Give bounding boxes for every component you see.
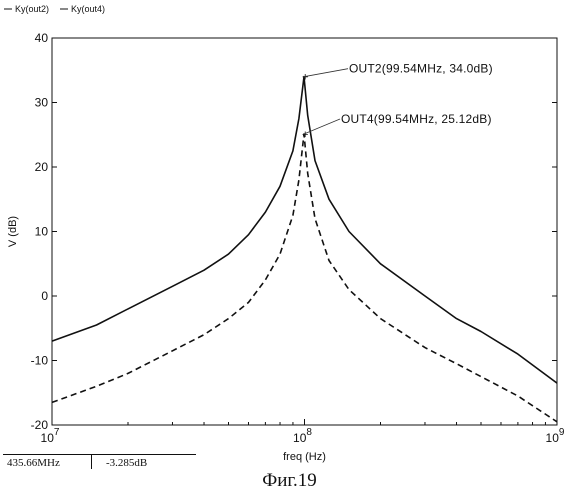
marker-plus: + [302,129,308,141]
cursor-frequency-readout: 435.66MHz [3,454,92,469]
y-tick-label: 40 [35,31,49,45]
x-tick-exponent: 7 [54,427,60,438]
series-line-ky-out4- [52,134,557,422]
annotation-label: OUT4(99.54MHz, 25.12dB) [341,112,492,126]
y-axis-title: V (dB) [7,216,19,247]
x-axis: 107108109 [41,419,565,445]
annotations: + OUT2(99.54MHz, 34.0dB) + OUT4(99.54MHz, 2… [302,62,493,141]
x-tick-label: 109 [546,427,565,445]
x-tick-exponent: 9 [559,427,565,438]
x-axis-title: freq (Hz) [283,451,326,463]
marker-plus: + [302,72,308,84]
y-tick-label: -20 [31,418,49,432]
plot-frame [52,38,557,425]
legend-label: Ky(out4) [71,4,105,14]
y-axis: 40 30 20 10 0 -10 -20 [31,31,557,432]
cursor-level-readout: -3.285dB [88,454,196,469]
x-tick-label: 108 [293,427,312,445]
y-tick-label: 0 [41,289,48,303]
legend: Ky(out2) Ky(out4) [4,4,105,14]
annotation-label: OUT2(99.54MHz, 34.0dB) [349,62,493,76]
y-tick-label: 30 [35,96,49,110]
annotation-leader [304,69,348,77]
y-tick-label: -10 [31,354,49,368]
figure-caption: Фиг.19 [0,470,579,492]
x-tick-exponent: 8 [306,427,312,438]
legend-label: Ky(out2) [15,4,49,14]
y-tick-label: 20 [35,160,49,174]
y-tick-label: 10 [35,225,49,239]
